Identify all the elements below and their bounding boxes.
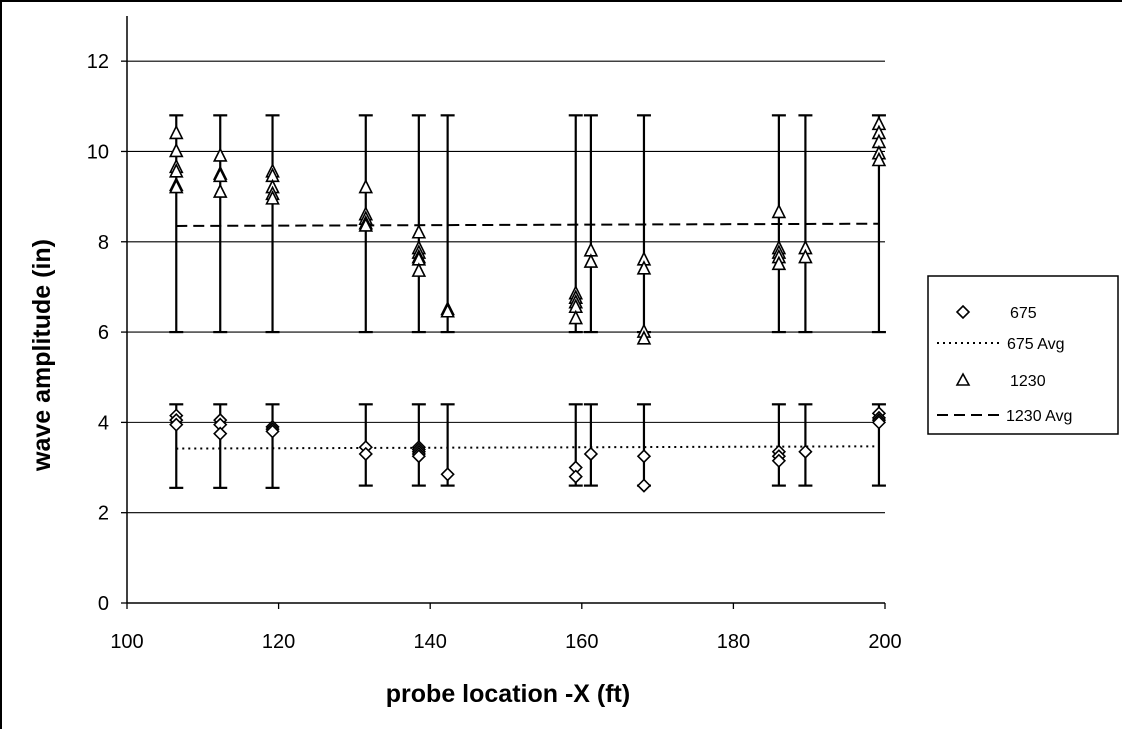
legend-label-675: 675: [1010, 305, 1037, 322]
axes: [121, 16, 886, 609]
point-1230-38: [636, 330, 652, 345]
error-bar-1230-4: [411, 114, 426, 334]
point-675-21: [636, 478, 652, 493]
point-675-8: [265, 424, 280, 439]
error-bar-675-8: [636, 403, 651, 487]
point-675-5: [213, 426, 228, 441]
y-tick-label-4: 4: [98, 412, 109, 434]
x-tick-label-100: 100: [110, 631, 143, 653]
point-675-19: [583, 446, 599, 462]
error-bar-675-7: [583, 403, 598, 487]
x-tick-label-200: 200: [868, 631, 901, 653]
legend: 675 675 Avg 1230 1230 Avg: [927, 275, 1119, 435]
legend-item-675: 675: [955, 304, 1037, 322]
y-tick-label-12: 12: [87, 51, 109, 73]
point-675-20: [636, 449, 652, 464]
avg-line-1230-Avg: [176, 222, 879, 227]
legend-item-1230: 1230: [955, 372, 1046, 390]
legend-item-675-avg: 675 Avg: [937, 336, 1065, 353]
x-tick-label-160: 160: [565, 631, 598, 653]
y-tick-label-10: 10: [87, 141, 109, 163]
legend-box: [927, 275, 1119, 435]
point-675-10: [358, 446, 373, 462]
point-1230-36: [636, 260, 652, 275]
y-tick-label-0: 0: [98, 593, 109, 615]
point-675-25: [798, 444, 813, 459]
point-1230-6: [212, 147, 228, 162]
x-tick-label-180: 180: [717, 631, 750, 653]
legend-label-1230: 1230: [1010, 373, 1046, 390]
legend-diamond-icon: [955, 304, 971, 320]
point-1230-8: [212, 167, 228, 183]
error-bar-675-2: [265, 403, 280, 489]
point-1230-14: [265, 190, 280, 205]
legend-label-675-avg: 675 Avg: [1007, 336, 1065, 353]
point-1230-5: [168, 178, 184, 194]
error-bar-1230-5: [440, 114, 455, 334]
point-675-24: [771, 453, 787, 468]
point-675-2: [169, 417, 184, 432]
point-1230-39: [771, 203, 787, 219]
legend-label-1230-avg: 1230 Avg: [1006, 408, 1072, 425]
point-1230-32: [568, 309, 584, 325]
gridlines: [127, 60, 885, 514]
point-1230-15: [358, 178, 374, 194]
point-1230-43: [771, 255, 787, 271]
x-axis-title: probe location -X (ft): [386, 680, 630, 708]
point-675-16: [440, 467, 455, 482]
point-1230-9: [212, 183, 228, 198]
y-tick-label-2: 2: [98, 503, 109, 525]
avg-line-675-Avg: [176, 445, 879, 450]
point-675-18: [568, 469, 583, 484]
point-1230-25: [411, 262, 427, 277]
point-1230-34: [583, 253, 599, 268]
point-1230-1: [168, 142, 184, 158]
legend-item-1230-avg: 1230 Avg: [937, 408, 1072, 425]
data-markers: [168, 115, 887, 493]
x-tick-label-140: 140: [414, 631, 447, 653]
point-675-15: [411, 449, 426, 464]
point-1230-27: [440, 302, 455, 318]
point-675-29: [871, 415, 887, 430]
y-tick-label-6: 6: [98, 322, 109, 344]
legend-triangle-icon: [955, 372, 971, 386]
average-lines: [176, 222, 879, 450]
point-1230-20: [411, 223, 427, 239]
point-1230-0: [168, 124, 184, 140]
error-bar-1230-2: [265, 114, 280, 334]
point-1230-45: [798, 248, 813, 264]
point-1230-50: [871, 151, 887, 167]
y-tick-labels: 0 2 4 6 8 10 12: [87, 51, 109, 615]
y-axis-title: wave amplitude (in): [28, 239, 56, 472]
y-tick-label-8: 8: [98, 232, 109, 254]
x-tick-labels: 100 120 140 160 180 200: [110, 631, 901, 653]
x-tick-label-120: 120: [262, 631, 295, 653]
point-1230-19: [358, 217, 374, 232]
